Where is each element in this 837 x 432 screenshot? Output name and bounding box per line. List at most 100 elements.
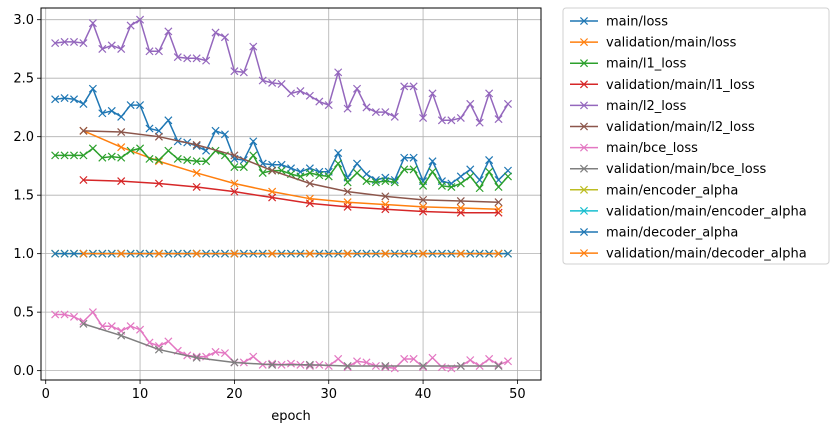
grid: [41, 8, 541, 380]
data-point: [419, 249, 428, 258]
data-point: [409, 153, 418, 162]
data-point: [409, 354, 418, 363]
data-point: [117, 153, 126, 162]
data-point: [79, 126, 88, 135]
data-point: [107, 106, 116, 115]
data-point: [286, 164, 296, 173]
legend-swatch-marker: [579, 101, 589, 110]
data-point: [79, 151, 88, 160]
data-point: [353, 159, 362, 168]
data-point: [494, 182, 503, 192]
legend-item: validation/main/loss: [570, 36, 737, 51]
legend-item: main/bce_loss: [570, 141, 698, 156]
data-point: [428, 157, 437, 166]
data-point: [381, 249, 390, 258]
data-point: [400, 82, 409, 91]
data-point: [154, 132, 163, 141]
data-point: [485, 89, 494, 98]
series-group: [51, 15, 513, 373]
data-point: [456, 208, 465, 217]
data-point: [268, 166, 277, 175]
data-point: [88, 84, 97, 93]
legend-swatch-marker: [579, 122, 589, 131]
data-point: [381, 177, 390, 186]
data-point: [79, 39, 88, 48]
data-point: [466, 172, 475, 181]
data-point: [136, 325, 145, 334]
data-point: [79, 99, 88, 108]
data-point: [230, 249, 239, 258]
legend-frame: [562, 7, 830, 265]
data-point: [98, 153, 107, 162]
y-tick-label: 0.5: [13, 306, 34, 321]
data-point: [437, 116, 446, 125]
data-point: [154, 249, 163, 258]
data-point: [353, 84, 362, 93]
data-point: [69, 95, 79, 104]
data-point: [419, 363, 428, 372]
data-point: [239, 68, 248, 77]
data-point: [268, 78, 277, 87]
data-point: [362, 358, 371, 367]
series-validation-main-bce_loss: [79, 319, 503, 370]
legend-label: validation/main/encoder_alpha: [606, 204, 807, 219]
data-point: [145, 154, 154, 163]
data-point: [305, 179, 314, 188]
data-point: [107, 152, 116, 161]
data-point: [192, 353, 201, 362]
series-main-loss: [51, 84, 513, 188]
data-point: [126, 21, 135, 30]
x-axis-label: epoch: [271, 409, 311, 424]
data-point: [117, 331, 126, 340]
legend-item: validation/main/l2_loss: [570, 120, 755, 135]
data-point: [230, 187, 239, 196]
data-point: [334, 159, 343, 168]
series-line: [83, 323, 499, 367]
data-point: [305, 91, 314, 100]
legend-label: main/bce_loss: [606, 141, 698, 156]
data-point: [362, 177, 371, 186]
series-main-bce_loss: [51, 308, 513, 373]
data-point: [286, 359, 296, 368]
data-point: [503, 99, 513, 108]
data-point: [324, 172, 333, 181]
data-point: [494, 360, 503, 369]
series-validation-main-l2_loss: [79, 126, 503, 207]
data-point: [183, 156, 192, 165]
x-tick-label: 0: [42, 387, 50, 402]
data-point: [400, 165, 409, 174]
data-point: [211, 347, 220, 356]
data-point: [277, 160, 286, 169]
legend-label: validation/main/l2_loss: [606, 120, 755, 135]
data-point: [230, 151, 239, 160]
legend-swatch-marker: [579, 38, 589, 47]
data-point: [400, 354, 409, 363]
data-point: [258, 76, 267, 85]
data-point: [305, 360, 314, 369]
data-point: [419, 195, 428, 204]
data-point: [117, 249, 126, 258]
data-point: [381, 363, 390, 372]
data-point: [230, 358, 239, 367]
data-point: [136, 15, 145, 24]
y-tick-label: 2.0: [13, 130, 34, 145]
data-point: [324, 101, 333, 110]
y-tick-label: 3.0: [13, 13, 34, 28]
legend-item: main/l1_loss: [570, 57, 687, 72]
data-point: [494, 249, 503, 258]
data-point: [305, 361, 314, 370]
data-point: [154, 126, 163, 135]
data-point: [117, 44, 126, 53]
data-point: [88, 19, 97, 28]
data-point: [419, 181, 428, 190]
data-point: [296, 87, 305, 96]
legend-item: validation/main/l1_loss: [570, 78, 755, 93]
data-point: [343, 187, 352, 196]
data-point: [249, 151, 258, 160]
data-point: [381, 108, 390, 117]
data-point: [447, 116, 456, 125]
series-line: [55, 18, 509, 125]
x-tick-label: 10: [132, 387, 149, 402]
data-point: [400, 153, 409, 162]
